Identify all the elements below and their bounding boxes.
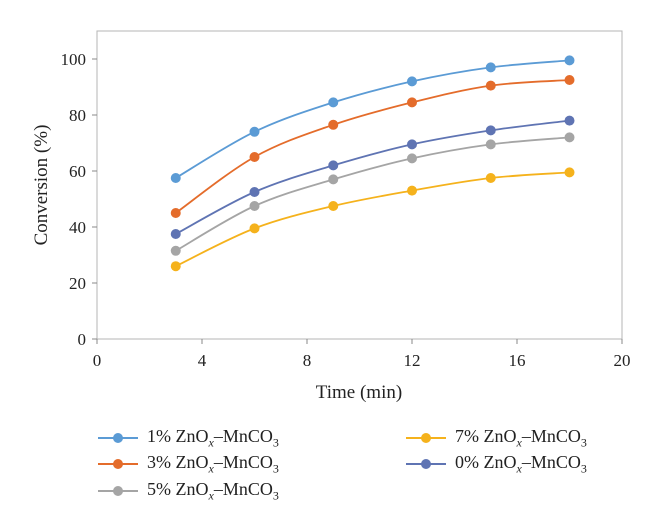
data-point-s4-5 [564,115,575,126]
y-tick-label: 0 [78,330,87,349]
data-point-s3-3 [407,185,417,196]
data-point-s4-1 [249,187,260,197]
data-point-s0-1 [249,126,260,137]
y-tick-label: 80 [69,106,86,125]
x-tick-label: 0 [93,351,102,370]
x-tick-label: 20 [614,351,631,370]
data-point-s1-3 [407,97,417,108]
y-tick-label: 60 [69,162,86,181]
data-point-s2-1 [249,201,260,211]
series-line-0 [175,59,570,179]
data-point-s4-3 [407,139,417,150]
data-point-s0-2 [328,97,339,108]
data-point-s1-2 [328,119,339,130]
data-point-s3-5 [564,167,575,178]
data-point-s3-2 [328,201,339,211]
series-line-3 [175,171,570,268]
data-point-s4-4 [485,125,496,136]
x-tick-label: 12 [404,351,421,370]
y-tick-label: 20 [69,274,86,293]
series-line-1 [175,79,570,214]
data-point-s4-0 [170,229,181,239]
data-point-s0-0 [170,173,181,183]
data-point-s1-5 [564,75,575,85]
data-point-s4-2 [328,160,339,171]
data-point-s3-0 [170,261,181,272]
x-tick-label: 4 [198,351,207,370]
data-point-s3-1 [249,223,260,234]
data-point-s0-3 [407,76,417,87]
data-point-s2-3 [407,153,417,164]
data-point-s2-5 [564,132,575,143]
data-point-s2-4 [485,139,496,150]
x-tick-label: 16 [509,351,526,370]
x-tick-label: 8 [303,351,312,370]
data-point-s0-4 [485,62,496,73]
y-tick-label: 100 [61,50,87,69]
data-point-s0-5 [564,55,575,66]
x-axis-title: Time (min) [316,382,402,403]
plot-frame [96,30,623,340]
data-point-s2-2 [328,174,339,185]
data-point-s1-4 [485,80,496,91]
data-point-s3-4 [485,173,496,183]
data-point-s2-0 [170,245,181,256]
data-point-s1-0 [170,208,181,218]
y-axis-title: Conversion (%) [31,125,52,246]
data-point-s1-1 [249,152,260,162]
y-tick-label: 40 [69,218,86,237]
